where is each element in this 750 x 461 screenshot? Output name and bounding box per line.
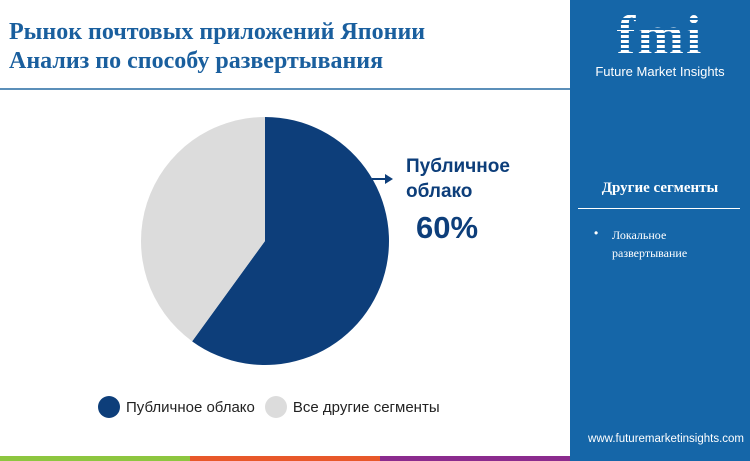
logo-subtitle: Future Market Insights [595,64,725,79]
bullet-icon: • [594,226,599,240]
segments-title: Другие сегменты [601,180,719,196]
legend-label-other: Все другие сегменты [292,398,440,416]
website-url: www.futuremarketinsights.com [588,433,744,445]
segments-divider [578,208,740,209]
legend: Публичное облако Все другие сегменты [98,396,440,418]
pie-slice-other [141,117,265,342]
title-divider [0,88,570,90]
footer-bar-purple [380,456,570,461]
legend-swatch-public-cloud [98,396,120,418]
callout-value: 60% [416,210,479,245]
title-line-2: Анализ по способу развертывания [9,48,384,74]
callout-label: Публичное облако [406,154,510,204]
title-line-1: Рынок почтовых приложений Японии [9,19,426,45]
footer-bar-orange [190,456,380,461]
footer-bar-green [0,456,190,461]
legend-label-public-cloud: Публичное облако [126,398,255,416]
legend-swatch-other [264,396,287,418]
segment-item: Локальное развертывание [612,228,688,260]
pie-slice-public-cloud [192,117,390,365]
page-title: Рынок почтовых приложений Японии Анализ … [9,18,425,76]
arrow-icon [372,174,393,184]
fmi-logo: fmi Future Market Insights [595,5,725,79]
callout-line-1: Публичное [406,156,510,177]
pie-chart [141,117,390,365]
callout-line-2: облако [406,181,473,202]
sidebar: fmi Future Market Insights Другие сегмен… [570,0,750,461]
